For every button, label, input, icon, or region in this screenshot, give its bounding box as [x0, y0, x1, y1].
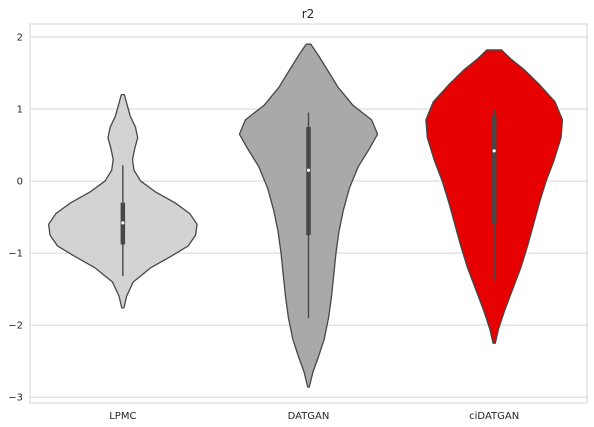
y-axis: 2 1 0 −1 −2 −3 — [8, 32, 23, 403]
violin-datgan — [238, 43, 379, 388]
violin-median-marker — [306, 168, 311, 172]
y-tick-label: 2 — [17, 32, 23, 43]
violin-cidatgan — [425, 49, 564, 344]
x-tick-label: DATGAN — [288, 411, 330, 422]
x-axis: LPMC DATGAN ciDATGAN — [109, 411, 519, 422]
violins — [47, 43, 564, 388]
y-tick-label: −3 — [8, 393, 23, 404]
y-tick-label: 0 — [17, 177, 23, 188]
y-tick-label: 1 — [17, 105, 23, 116]
x-tick-label: LPMC — [109, 411, 136, 422]
violin-lpmc — [47, 93, 198, 309]
x-tick-label: ciDATGAN — [469, 411, 519, 422]
chart-title: r2 — [302, 7, 315, 21]
y-tick-label: −2 — [8, 321, 23, 332]
violin-median-marker — [121, 221, 125, 225]
violin-median-marker — [492, 149, 496, 153]
y-tick-label: −1 — [8, 249, 23, 260]
plot-area — [29, 23, 588, 404]
